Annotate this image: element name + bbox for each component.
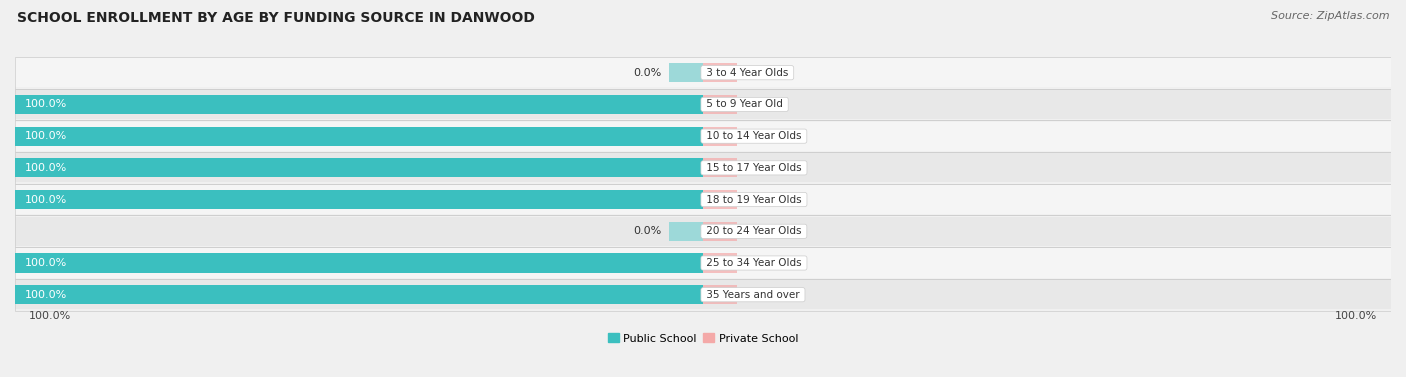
- Bar: [703, 95, 737, 114]
- Bar: [15, 127, 703, 146]
- Bar: [15, 153, 1391, 182]
- Text: 10 to 14 Year Olds: 10 to 14 Year Olds: [703, 131, 804, 141]
- Legend: Public School, Private School: Public School, Private School: [603, 329, 803, 348]
- Bar: [15, 279, 1391, 311]
- Text: 100.0%: 100.0%: [25, 258, 67, 268]
- Text: 18 to 19 Year Olds: 18 to 19 Year Olds: [703, 195, 804, 205]
- Bar: [703, 222, 737, 241]
- Bar: [15, 120, 1391, 152]
- Text: 0.0%: 0.0%: [744, 163, 772, 173]
- Text: 0.0%: 0.0%: [634, 68, 662, 78]
- Text: 0.0%: 0.0%: [744, 68, 772, 78]
- Bar: [703, 127, 737, 146]
- Bar: [15, 121, 1391, 151]
- Bar: [15, 253, 703, 273]
- Bar: [15, 184, 1391, 215]
- Bar: [703, 285, 737, 304]
- Bar: [15, 217, 1391, 246]
- Text: 100.0%: 100.0%: [25, 131, 67, 141]
- Text: 100.0%: 100.0%: [25, 163, 67, 173]
- Text: 0.0%: 0.0%: [744, 195, 772, 205]
- Bar: [15, 285, 703, 304]
- Bar: [15, 95, 703, 114]
- Bar: [703, 63, 737, 82]
- Bar: [15, 89, 1391, 120]
- Bar: [15, 158, 703, 177]
- Bar: [15, 58, 1391, 87]
- Text: 100.0%: 100.0%: [25, 290, 67, 300]
- Text: 0.0%: 0.0%: [744, 100, 772, 109]
- Bar: [669, 63, 703, 82]
- Bar: [15, 190, 703, 209]
- Bar: [703, 253, 737, 273]
- Bar: [669, 222, 703, 241]
- Text: 15 to 17 Year Olds: 15 to 17 Year Olds: [703, 163, 804, 173]
- Text: 100.0%: 100.0%: [25, 100, 67, 109]
- Text: 0.0%: 0.0%: [744, 226, 772, 236]
- Bar: [15, 57, 1391, 89]
- Bar: [15, 185, 1391, 214]
- Text: 100.0%: 100.0%: [28, 311, 72, 321]
- Bar: [15, 280, 1391, 309]
- Text: 100.0%: 100.0%: [25, 195, 67, 205]
- Bar: [703, 190, 737, 209]
- Text: 35 Years and over: 35 Years and over: [703, 290, 803, 300]
- Text: Source: ZipAtlas.com: Source: ZipAtlas.com: [1271, 11, 1389, 21]
- Text: 3 to 4 Year Olds: 3 to 4 Year Olds: [703, 68, 792, 78]
- Bar: [15, 215, 1391, 247]
- Text: SCHOOL ENROLLMENT BY AGE BY FUNDING SOURCE IN DANWOOD: SCHOOL ENROLLMENT BY AGE BY FUNDING SOUR…: [17, 11, 534, 25]
- Text: 0.0%: 0.0%: [744, 131, 772, 141]
- Text: 0.0%: 0.0%: [634, 226, 662, 236]
- Bar: [15, 248, 1391, 277]
- Bar: [15, 152, 1391, 184]
- Text: 5 to 9 Year Old: 5 to 9 Year Old: [703, 100, 786, 109]
- Bar: [15, 90, 1391, 119]
- Bar: [703, 158, 737, 177]
- Text: 20 to 24 Year Olds: 20 to 24 Year Olds: [703, 226, 804, 236]
- Text: 0.0%: 0.0%: [744, 290, 772, 300]
- Bar: [15, 247, 1391, 279]
- Text: 0.0%: 0.0%: [744, 258, 772, 268]
- Text: 100.0%: 100.0%: [1334, 311, 1378, 321]
- Text: 25 to 34 Year Olds: 25 to 34 Year Olds: [703, 258, 804, 268]
